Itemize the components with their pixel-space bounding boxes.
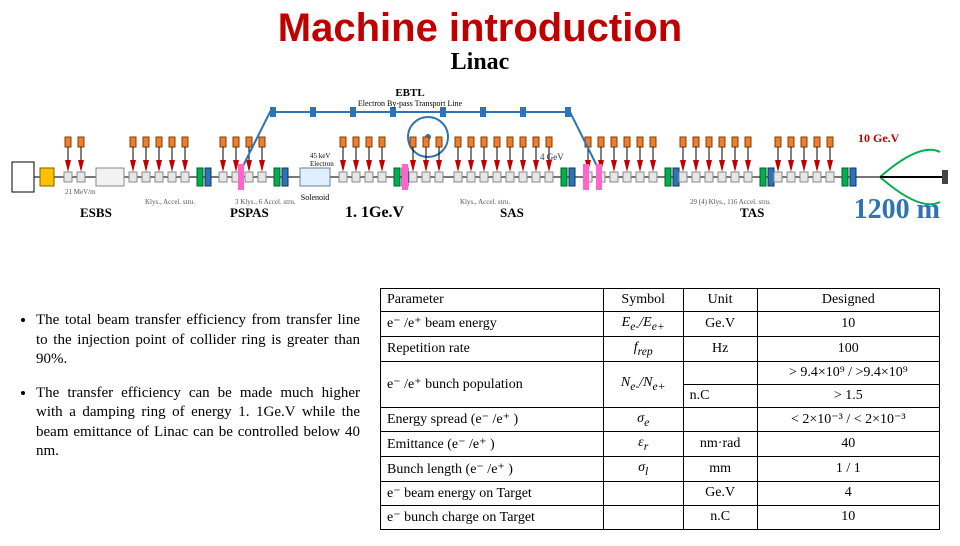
svg-text:Solenoid: Solenoid: [301, 193, 329, 202]
table-row: Energy spread (e⁻ /e⁺ )σe< 2×10⁻³ / < 2×…: [381, 407, 940, 432]
svg-text:Electron: Electron: [310, 160, 334, 168]
table-row: e⁻ bunch charge on Targetn.C10: [381, 505, 940, 529]
svg-text:TAS: TAS: [740, 205, 764, 220]
length-annotation: 1200 m: [854, 194, 940, 226]
page-subtitle: Linac: [0, 49, 960, 76]
svg-text:45 keV: 45 keV: [310, 152, 330, 160]
svg-text:Klys., Accel. stru.: Klys., Accel. stru.: [460, 198, 510, 206]
svg-text:Electron By-pass Transport Lin: Electron By-pass Transport Line: [358, 99, 463, 108]
col-symbol: Symbol: [603, 289, 683, 312]
table-row: e⁻ beam energy on TargetGe.V4: [381, 481, 940, 505]
svg-text:PSPAS: PSPAS: [230, 205, 269, 220]
col-unit: Unit: [683, 289, 757, 312]
svg-text:ESBS: ESBS: [80, 205, 112, 220]
svg-text:SAS: SAS: [500, 205, 524, 220]
svg-text:21 MeV/m: 21 MeV/m: [65, 188, 96, 196]
table-row: e⁻ /e⁺ beam energyEe-/Ee+Ge.V10: [381, 312, 940, 337]
svg-text:4 GeV: 4 GeV: [540, 152, 564, 162]
table-body: e⁻ /e⁺ beam energyEe-/Ee+Ge.V10Repetitio…: [381, 312, 940, 530]
table-header-row: Parameter Symbol Unit Designed: [381, 289, 940, 312]
col-designed: Designed: [757, 289, 939, 312]
linac-svg: Solenoid 4 GeV 10 Ge.V EBTLElectron By-pass…: [10, 82, 950, 222]
bullet-item: The total beam transfer efficiency from …: [36, 311, 360, 370]
page-title: Machine introduction: [0, 6, 960, 51]
table-row: e⁻ /e⁺ bunch populationNe-/Ne+> 9.4×10⁹ …: [381, 361, 940, 384]
bullet-item: The transfer efficiency can be made much…: [36, 384, 360, 462]
parameter-table: Parameter Symbol Unit Designed e⁻ /e⁺ be…: [380, 288, 940, 530]
col-parameter: Parameter: [381, 289, 604, 312]
svg-text:29 (4) Klys., 116 Accel. stru.: 29 (4) Klys., 116 Accel. stru.: [690, 198, 771, 206]
table-row: Emittance (e⁻ /e⁺ )εrnm·rad40: [381, 432, 940, 457]
linac-diagram: Solenoid 4 GeV 10 Ge.V EBTLElectron By-pass…: [10, 82, 950, 222]
table-row: Repetition ratefrepHz100: [381, 336, 940, 361]
energy-annotation: 1. 1Ge.V: [345, 204, 404, 222]
table-row: Bunch length (e⁻ /e⁺ )σlmm1 / 1: [381, 457, 940, 482]
svg-text:10 Ge.V: 10 Ge.V: [858, 131, 900, 145]
bullet-list: The total beam transfer efficiency from …: [20, 311, 360, 476]
svg-text:Klys., Accel. stru.: Klys., Accel. stru.: [145, 198, 195, 206]
svg-text:EBTL: EBTL: [395, 87, 424, 99]
svg-text:3 Klys., 6 Accel. stru.: 3 Klys., 6 Accel. stru.: [235, 198, 296, 206]
